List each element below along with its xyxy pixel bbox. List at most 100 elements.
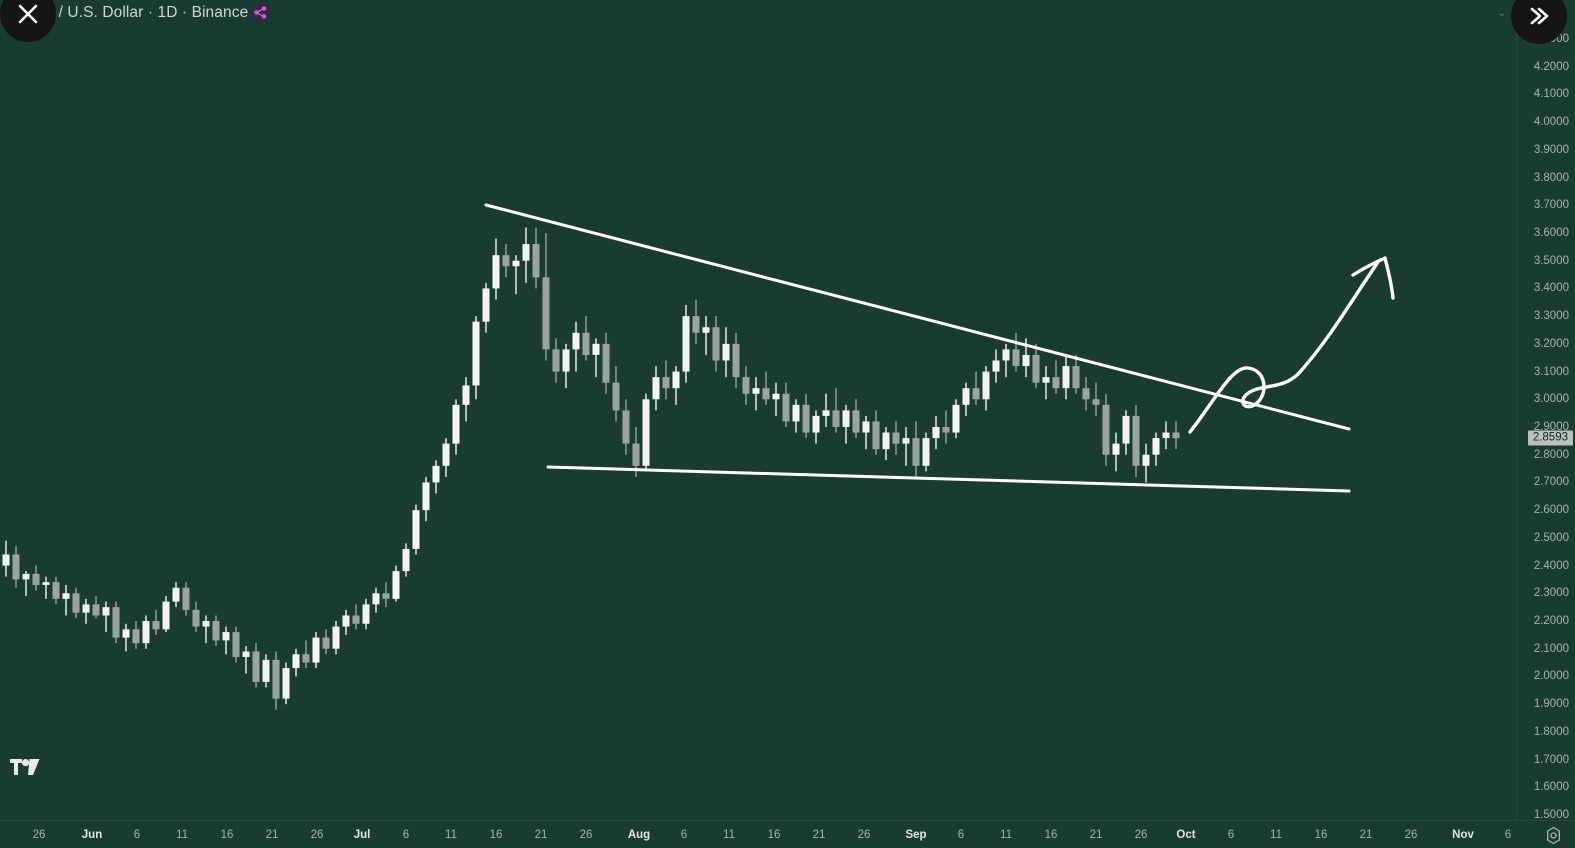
lower-support-trendline	[546, 465, 1351, 493]
candle-body	[602, 343, 610, 383]
expand-button[interactable]	[1511, 0, 1567, 44]
candle-body	[1072, 366, 1080, 389]
chart-settings-icon[interactable]	[1544, 826, 1563, 845]
time-tick: 11	[1000, 829, 1012, 841]
chevron-down-icon[interactable]: ⌄	[1497, 8, 1506, 19]
candle-body	[842, 410, 850, 427]
candle-body	[242, 651, 250, 658]
candle-body	[952, 404, 960, 433]
time-tick: 6	[133, 829, 141, 841]
price-tick: 2.0000	[1533, 670, 1569, 683]
price-tick: 3.0000	[1533, 393, 1569, 406]
price-tick: 3.1000	[1533, 365, 1569, 378]
price-axis[interactable]: 4.30004.20004.10004.00003.90003.80003.70…	[1516, 0, 1575, 821]
candle-body	[1002, 349, 1010, 361]
time-tick: 21	[1359, 829, 1373, 841]
time-tick: 16	[1044, 829, 1058, 841]
time-tick: 11	[445, 829, 457, 841]
candle-body	[1162, 432, 1170, 439]
price-tick: 2.2000	[1533, 615, 1569, 627]
candle-body	[552, 349, 560, 372]
price-tick: 3.3000	[1533, 310, 1569, 323]
candle-body	[1142, 454, 1150, 466]
candle-body	[1032, 354, 1040, 383]
candle-body	[652, 377, 660, 400]
time-tick: 16	[1314, 829, 1328, 841]
candle-body	[932, 427, 940, 439]
current-price-tag: 2.8593	[1527, 430, 1573, 446]
candle-body	[1172, 432, 1180, 439]
time-tick: 6	[1227, 829, 1235, 841]
candle-body	[292, 654, 300, 669]
candle-body	[212, 621, 220, 641]
candle-body	[112, 607, 120, 638]
price-tick: 1.6000	[1533, 781, 1569, 794]
candle-body	[942, 427, 950, 433]
candle-body	[272, 659, 280, 699]
candle-body	[632, 443, 640, 466]
candle-body	[832, 410, 840, 427]
time-tick: 21	[1089, 829, 1103, 841]
price-tick: 1.5000	[1533, 809, 1569, 821]
time-tick: 16	[489, 829, 503, 841]
time-tick: 6	[680, 829, 688, 841]
time-tick: 21	[265, 829, 279, 841]
candle-body	[772, 393, 780, 400]
candle-body	[642, 399, 650, 466]
candle-body	[1092, 399, 1100, 405]
time-axis[interactable]: 26 Jun 6 11 16 21 26 Jul 6 11 16 21 26 Aug 6 11 16 21 26 Se…	[0, 820, 1575, 848]
time-tick: 11	[1270, 829, 1282, 841]
candle-body	[1122, 415, 1130, 444]
candle-body	[42, 582, 50, 585]
candle-body	[352, 615, 360, 624]
chart-drawings	[484, 203, 1395, 493]
candle-body	[512, 260, 520, 267]
candle-body	[72, 593, 80, 613]
candle-body	[802, 404, 810, 433]
candle-body	[472, 321, 480, 386]
candle-body	[902, 438, 910, 444]
time-tick: 26	[579, 829, 593, 841]
candle-body	[312, 637, 320, 663]
time-tick: 21	[534, 829, 548, 841]
tradingview-logo	[10, 757, 40, 782]
candle-body	[62, 593, 70, 599]
candle-body	[82, 604, 90, 613]
candle-body	[522, 244, 530, 261]
time-tick: 16	[767, 829, 781, 841]
time-tick: 11	[723, 829, 735, 841]
price-tick: 1.7000	[1533, 753, 1569, 766]
candle-body	[192, 609, 200, 627]
candle-body	[432, 465, 440, 483]
price-tick: 2.8000	[1533, 448, 1569, 461]
candle-body	[462, 385, 470, 405]
chart-pane[interactable]: › P / U.S. Dollar · 1D · Binance ⌄	[0, 0, 1516, 820]
candle-body	[712, 327, 720, 361]
price-tick: 2.9000	[1533, 421, 1569, 433]
candle-body	[592, 343, 600, 355]
candle-body	[852, 410, 860, 433]
candle-body	[1152, 438, 1160, 455]
time-tick: 11	[176, 829, 188, 841]
candle-body	[782, 393, 790, 422]
time-tick: 26	[32, 829, 46, 841]
candle-body	[32, 573, 40, 585]
time-tick: 21	[812, 829, 826, 841]
candle-body	[252, 651, 260, 682]
candle-body	[662, 377, 670, 389]
candle-body	[812, 415, 820, 433]
candle-body	[672, 371, 680, 389]
candle-body	[542, 277, 550, 350]
candle-body	[452, 404, 460, 444]
candle-body	[572, 332, 580, 350]
candle-body	[92, 604, 100, 616]
time-tick: 26	[310, 829, 324, 841]
price-tick: 3.2000	[1533, 337, 1569, 350]
time-tick: 26	[1134, 829, 1148, 841]
candle-body	[1022, 354, 1030, 367]
candle-body	[612, 382, 620, 411]
time-tick: Sep	[905, 829, 927, 841]
time-tick: Jul	[353, 829, 371, 841]
candle-body	[342, 615, 350, 627]
